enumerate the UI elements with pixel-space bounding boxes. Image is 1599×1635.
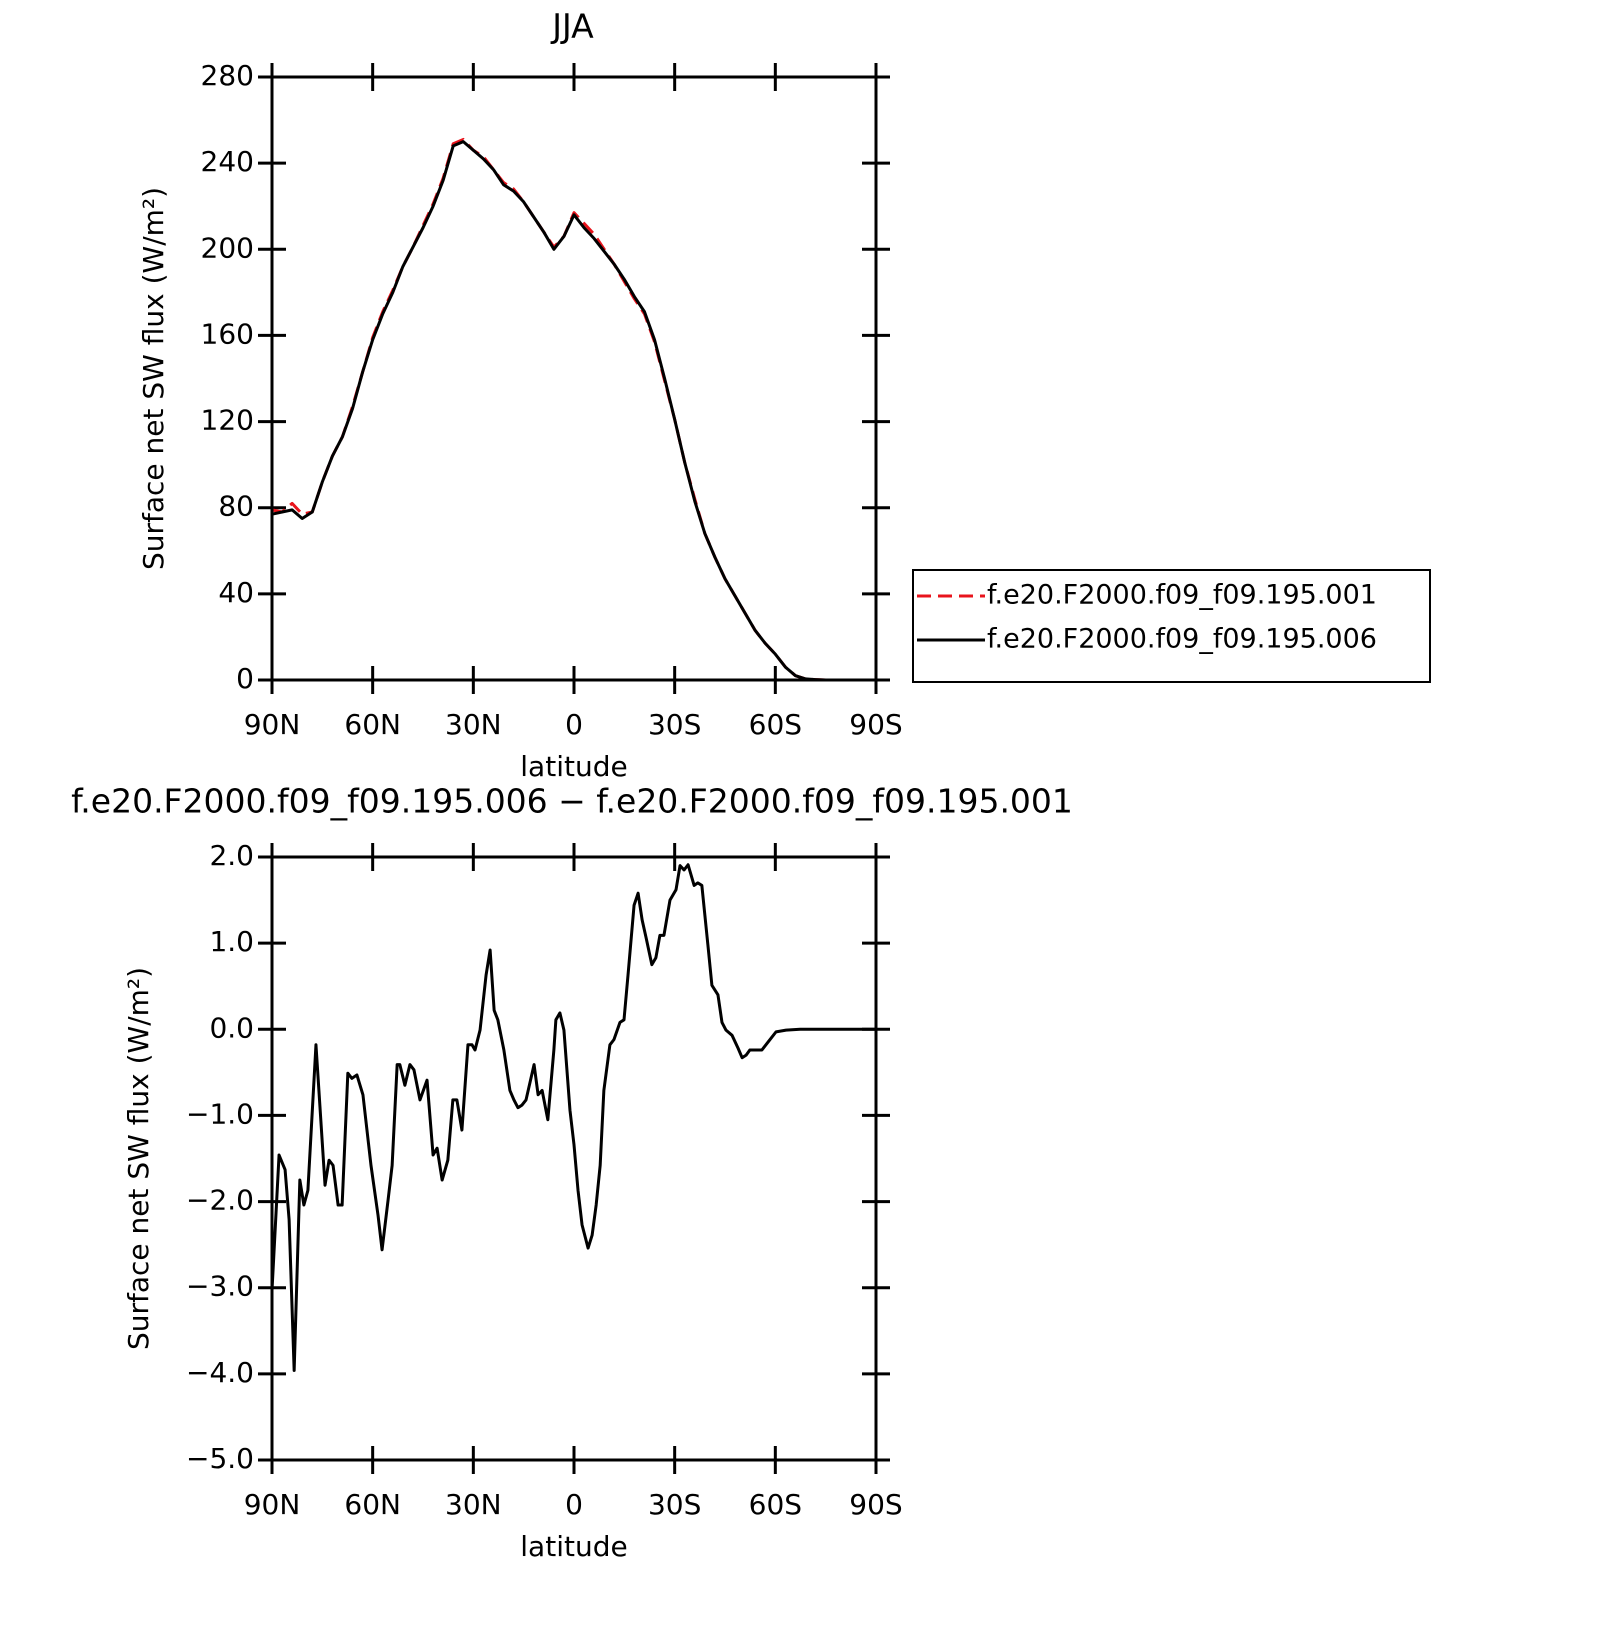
y-tick-label: −2.0 [186, 1184, 254, 1217]
y-tick-label: 120 [201, 404, 254, 437]
y-axis-label: Surface net SW flux (W/m²) [137, 187, 170, 570]
y-tick-label: 1.0 [209, 925, 254, 958]
legend-box [912, 569, 1431, 683]
x-tick-label: 90S [849, 708, 902, 741]
x-tick-label: 0 [565, 708, 583, 741]
x-axis-label: latitude [520, 750, 627, 783]
series-line [271, 137, 876, 682]
x-tick-label: 30N [445, 1488, 502, 1521]
x-axis-label: latitude [520, 1530, 627, 1563]
x-tick-label: 60S [749, 1488, 802, 1521]
x-tick-label: 60N [344, 1488, 401, 1521]
y-tick-label: 0 [236, 662, 254, 695]
x-tick-label: 90N [244, 708, 301, 741]
series-line [271, 140, 876, 682]
data-line [270, 863, 876, 1372]
x-tick-label: 90S [849, 1488, 902, 1521]
chart-title: f.e20.F2000.f09_f09.195.006 − f.e20.F200… [71, 782, 1073, 821]
y-tick-label: −1.0 [186, 1097, 254, 1130]
y-tick-label: −5.0 [186, 1442, 254, 1475]
y-tick-label: −4.0 [186, 1356, 254, 1389]
x-tick-label: 30N [445, 708, 502, 741]
y-tick-label: 0.0 [209, 1011, 254, 1044]
y-tick-label: −3.0 [186, 1270, 254, 1303]
y-tick-label: 160 [201, 317, 254, 350]
legend-label: f.e20.F2000.f09_f09.195.006 [987, 624, 1377, 655]
x-tick-label: 90N [244, 1488, 301, 1521]
x-tick-label: 0 [565, 1488, 583, 1521]
y-tick-label: 240 [201, 145, 254, 178]
y-tick-label: 80 [218, 490, 254, 523]
y-tick-label: 200 [201, 231, 254, 264]
y-tick-label: 40 [218, 576, 254, 609]
plot-frame [270, 75, 878, 682]
x-tick-label: 60S [749, 708, 802, 741]
x-tick-label: 30S [648, 708, 701, 741]
legend-label: f.e20.F2000.f09_f09.195.001 [987, 580, 1377, 611]
y-tick-label: 280 [201, 59, 254, 92]
y-axis-label: Surface net SW flux (W/m²) [122, 967, 155, 1350]
x-tick-label: 30S [648, 1488, 701, 1521]
plot-frame [270, 855, 878, 1462]
y-tick-label: 2.0 [209, 839, 254, 872]
chart-title: JJA [550, 7, 594, 46]
x-tick-label: 60N [344, 708, 401, 741]
